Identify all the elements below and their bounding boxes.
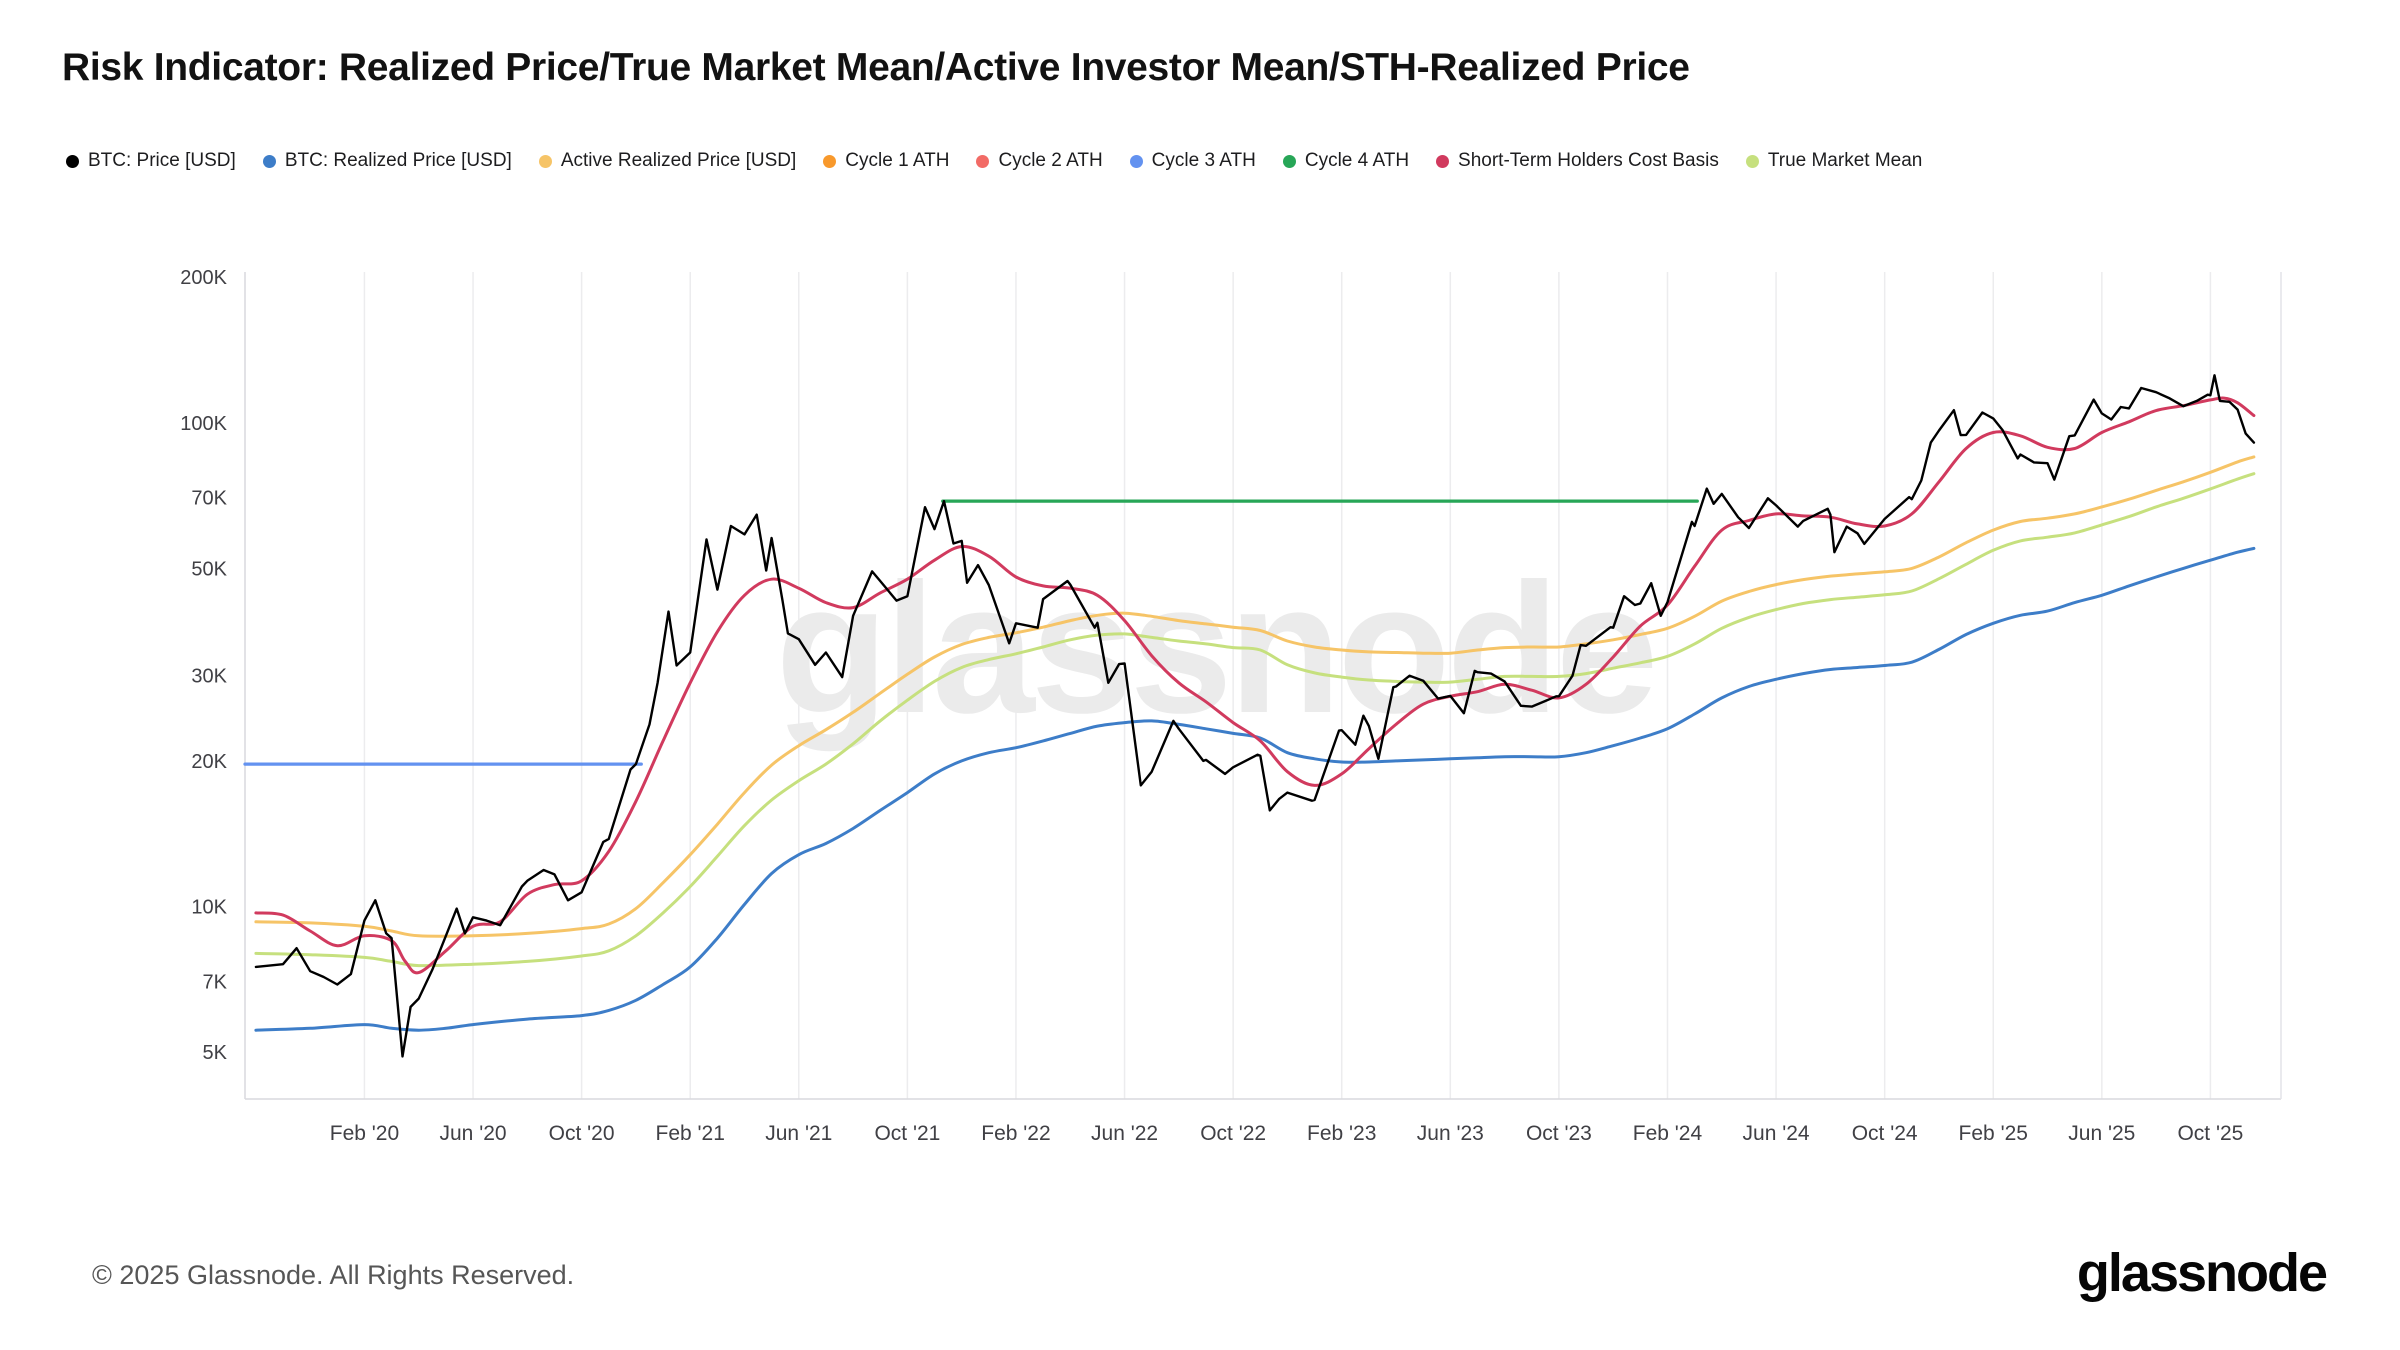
legend-dot-icon — [1745, 154, 1759, 168]
y-axis-label: 200K — [180, 267, 227, 289]
series-line-short-term-holders-cost-basis — [254, 396, 2256, 975]
y-axis-label: 20K — [191, 751, 227, 773]
legend-item-btc-price-usd[interactable]: BTC: Price [USD] — [66, 150, 236, 172]
glassnode-watermark: glassnode — [776, 546, 1655, 752]
legend-item-label: BTC: Realized Price [USD] — [284, 150, 512, 171]
series-line-active-realized-price-usd — [254, 455, 2256, 938]
y-axis-label: 100K — [180, 413, 227, 435]
glassnode-logo: glassnode — [2076, 1243, 2328, 1303]
legend-dot-icon — [66, 154, 79, 168]
x-axis-label: Oct '22 — [1200, 1122, 1266, 1145]
legend-item-label: Cycle 4 ATH — [1304, 150, 1410, 171]
x-axis-label: Feb '21 — [656, 1122, 725, 1145]
legend-dot-icon — [1436, 154, 1450, 168]
series-line-btc-price-usd — [254, 374, 2256, 1058]
x-axis-label: Jun '21 — [765, 1122, 832, 1145]
legend-item-label: Active Realized Price [USD] — [560, 150, 797, 171]
x-axis-label: Oct '23 — [1526, 1122, 1592, 1145]
legend-dot-icon — [976, 154, 990, 168]
x-axis-label: Jun '22 — [1091, 1122, 1158, 1145]
x-axis-label: Feb '23 — [1307, 1122, 1376, 1145]
y-axis-label: 5K — [203, 1042, 228, 1064]
x-axis-label: Feb '20 — [330, 1122, 399, 1145]
x-axis-label: Feb '24 — [1633, 1122, 1703, 1145]
x-axis-label: Jun '20 — [440, 1122, 507, 1145]
x-axis-label: Oct '24 — [1852, 1122, 1918, 1145]
legend-dot-icon — [823, 154, 837, 168]
legend-item-label: True Market Mean — [1767, 150, 1923, 171]
legend-dot-icon — [1129, 154, 1143, 168]
legend-item-label: Short-Term Holders Cost Basis — [1458, 150, 1719, 171]
legend-item-cycle-2-ath[interactable]: Cycle 2 ATH — [976, 150, 1103, 172]
legend-item-btc-realized-price-usd[interactable]: BTC: Realized Price [USD] — [262, 150, 512, 172]
legend-item-short-term-holders-cost-basis[interactable]: Short-Term Holders Cost Basis — [1436, 150, 1719, 172]
legend-item-active-realized-price-usd[interactable]: Active Realized Price [USD] — [538, 150, 797, 172]
legend-item-true-market-mean[interactable]: True Market Mean — [1745, 150, 1923, 172]
y-axis-label: 50K — [191, 558, 227, 580]
x-axis-label: Oct '21 — [874, 1122, 940, 1145]
x-axis-label: Oct '25 — [2177, 1122, 2243, 1145]
page-title: Risk Indicator: Realized Price/True Mark… — [62, 46, 1690, 89]
price-chart-canvas[interactable]: Feb '20 Jun '20 Oct '20 Feb '21 Jun '21 Oct '… — [0, 200, 2400, 1180]
legend: BTC: Price [USD] BTC: Realized Price [USD… — [66, 150, 1922, 172]
y-axis-label: 70K — [191, 488, 227, 510]
y-axis-label: 10K — [191, 897, 227, 919]
x-axis-label: Jun '25 — [2068, 1122, 2135, 1145]
legend-dot-icon — [538, 154, 552, 168]
legend-item-label: BTC: Price [USD] — [88, 150, 236, 171]
legend-item-label: Cycle 1 ATH — [845, 150, 950, 171]
legend-item-label: Cycle 2 ATH — [998, 150, 1103, 171]
copyright-text: © 2025 Glassnode. All Rights Reserved. — [92, 1260, 575, 1290]
x-axis-label: Jun '24 — [1743, 1122, 1810, 1145]
x-axis-label: Feb '25 — [1959, 1122, 2028, 1145]
x-axis-label: Feb '22 — [981, 1122, 1050, 1145]
legend-dot-icon — [1282, 154, 1296, 168]
legend-item-label: Cycle 3 ATH — [1151, 150, 1256, 171]
y-axis-label: 30K — [191, 666, 227, 688]
legend-item-cycle-1-ath[interactable]: Cycle 1 ATH — [823, 150, 949, 172]
legend-item-cycle-4-ath[interactable]: Cycle 4 ATH — [1282, 150, 1410, 172]
legend-dot-icon — [262, 154, 276, 168]
y-axis-label: 7K — [203, 971, 228, 993]
series-line-true-market-mean — [254, 472, 2256, 968]
series-line-btc-realized-price-usd — [254, 546, 2256, 1032]
x-axis-label: Jun '23 — [1417, 1122, 1484, 1145]
x-axis-label: Oct '20 — [549, 1122, 615, 1145]
legend-item-cycle-3-ath[interactable]: Cycle 3 ATH — [1129, 150, 1256, 172]
